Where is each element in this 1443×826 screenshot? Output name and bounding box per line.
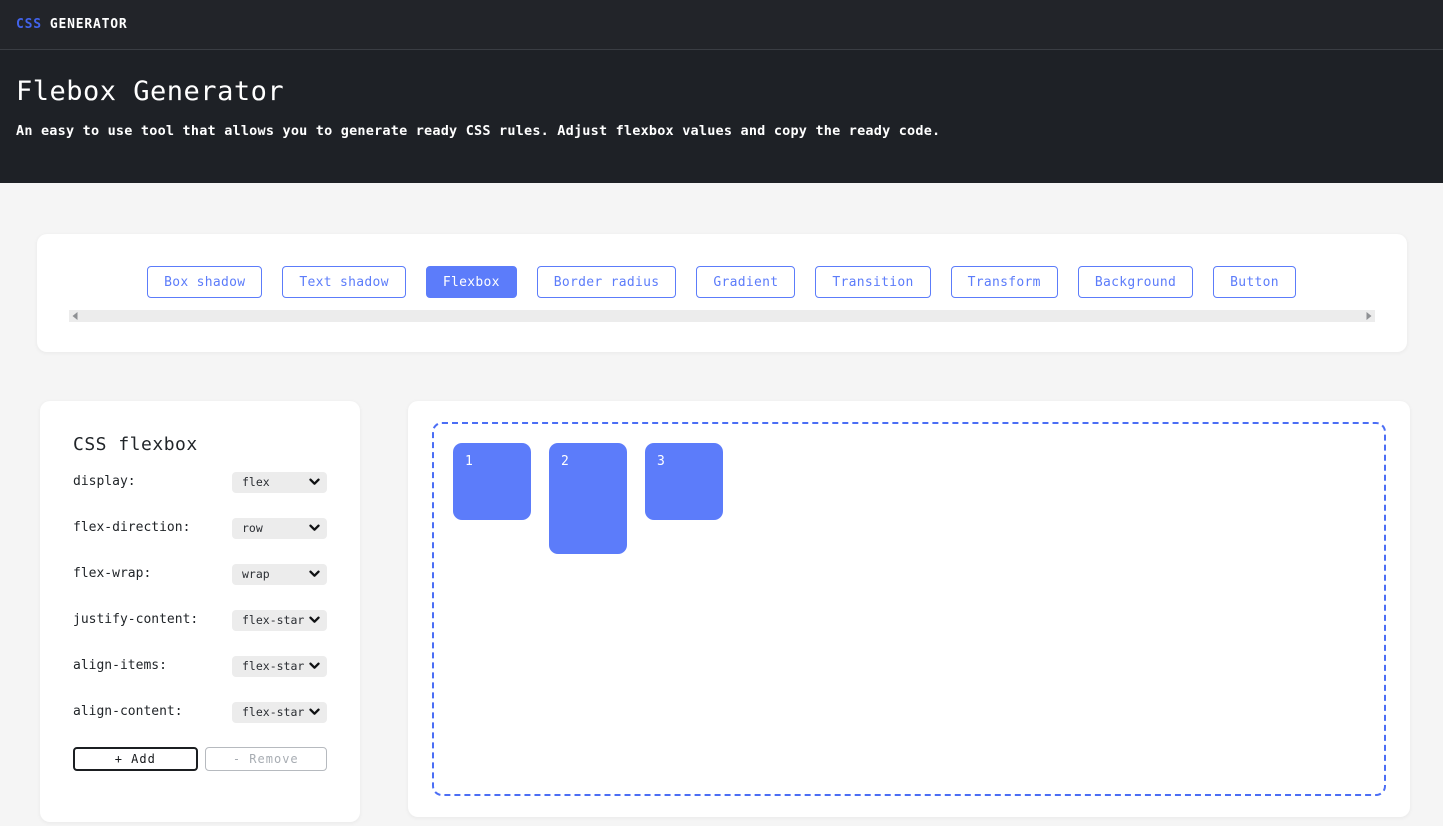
control-row-align-items: align-items: flex-start: [73, 655, 327, 677]
control-row-justify-content: justify-content: flex-start: [73, 609, 327, 631]
align-content-select-wrap: flex-start: [232, 701, 327, 723]
scroll-right-icon[interactable]: [1366, 312, 1372, 320]
item-actions-row: + Add - Remove: [73, 747, 327, 771]
tab-transform[interactable]: Transform: [950, 266, 1058, 298]
preview-card: 1 2 3: [408, 401, 1410, 817]
panel-heading: CSS flexbox: [73, 434, 198, 455]
generator-tabs-card: Box shadow Text shadow Flexbox Border ra…: [36, 234, 1407, 352]
flex-item-2[interactable]: 2: [549, 443, 627, 554]
logo-text-css: CSS: [16, 17, 42, 32]
app-logo[interactable]: CSS GENERATOR: [16, 17, 128, 32]
flex-item-1[interactable]: 1: [453, 443, 531, 520]
tab-box-shadow[interactable]: Box shadow: [147, 266, 263, 298]
scroll-left-icon[interactable]: [72, 312, 78, 320]
align-content-select[interactable]: flex-start: [232, 701, 327, 723]
flex-item-3[interactable]: 3: [645, 443, 723, 520]
justify-content-select[interactable]: flex-start: [232, 609, 327, 631]
align-content-label: align-content:: [73, 704, 183, 719]
control-row-flex-wrap: flex-wrap: wrap: [73, 563, 327, 585]
tab-border-radius[interactable]: Border radius: [536, 266, 677, 298]
hero-section: Flebox Generator An easy to use tool tha…: [0, 50, 1443, 183]
flex-direction-select[interactable]: row: [232, 517, 327, 539]
flex-wrap-select-wrap: wrap: [232, 563, 327, 585]
main-content: Box shadow Text shadow Flexbox Border ra…: [0, 234, 1443, 822]
flexbox-settings-panel: CSS flexbox display: flex flex-direction…: [40, 401, 360, 822]
justify-content-select-wrap: flex-start: [232, 609, 327, 631]
display-select[interactable]: flex: [232, 471, 327, 493]
control-row-display: display: flex: [73, 471, 327, 493]
align-items-select-wrap: flex-start: [232, 655, 327, 677]
flex-wrap-label: flex-wrap:: [73, 566, 152, 581]
tab-transition[interactable]: Transition: [815, 266, 931, 298]
tab-gradient[interactable]: Gradient: [696, 266, 796, 298]
control-row-flex-direction: flex-direction: row: [73, 517, 327, 539]
logo-text-generator: GENERATOR: [49, 17, 128, 32]
tab-button[interactable]: Button: [1213, 266, 1296, 298]
remove-item-button[interactable]: - Remove: [204, 747, 327, 771]
generator-tabs: Box shadow Text shadow Flexbox Border ra…: [37, 234, 1407, 298]
display-label: display:: [73, 474, 136, 489]
tabs-horizontal-scrollbar[interactable]: [68, 310, 1375, 322]
align-items-select[interactable]: flex-start: [232, 655, 327, 677]
display-select-wrap: flex: [232, 471, 327, 493]
flex-direction-label: flex-direction:: [73, 520, 191, 535]
tab-flexbox[interactable]: Flexbox: [425, 266, 517, 298]
flex-container-preview: 1 2 3: [432, 422, 1386, 796]
justify-content-label: justify-content:: [73, 612, 199, 627]
workspace-row: CSS flexbox display: flex flex-direction…: [40, 401, 1410, 822]
page-title: Flebox Generator: [16, 76, 285, 107]
flex-direction-select-wrap: row: [232, 517, 327, 539]
tab-background[interactable]: Background: [1077, 266, 1194, 298]
top-navbar: CSS GENERATOR: [0, 0, 1443, 50]
tab-text-shadow[interactable]: Text shadow: [282, 266, 406, 298]
flex-wrap-select[interactable]: wrap: [232, 563, 327, 585]
control-row-align-content: align-content: flex-start: [73, 701, 327, 723]
page-subtitle: An easy to use tool that allows you to g…: [16, 123, 941, 139]
align-items-label: align-items:: [73, 658, 167, 673]
add-item-button[interactable]: + Add: [73, 747, 198, 771]
